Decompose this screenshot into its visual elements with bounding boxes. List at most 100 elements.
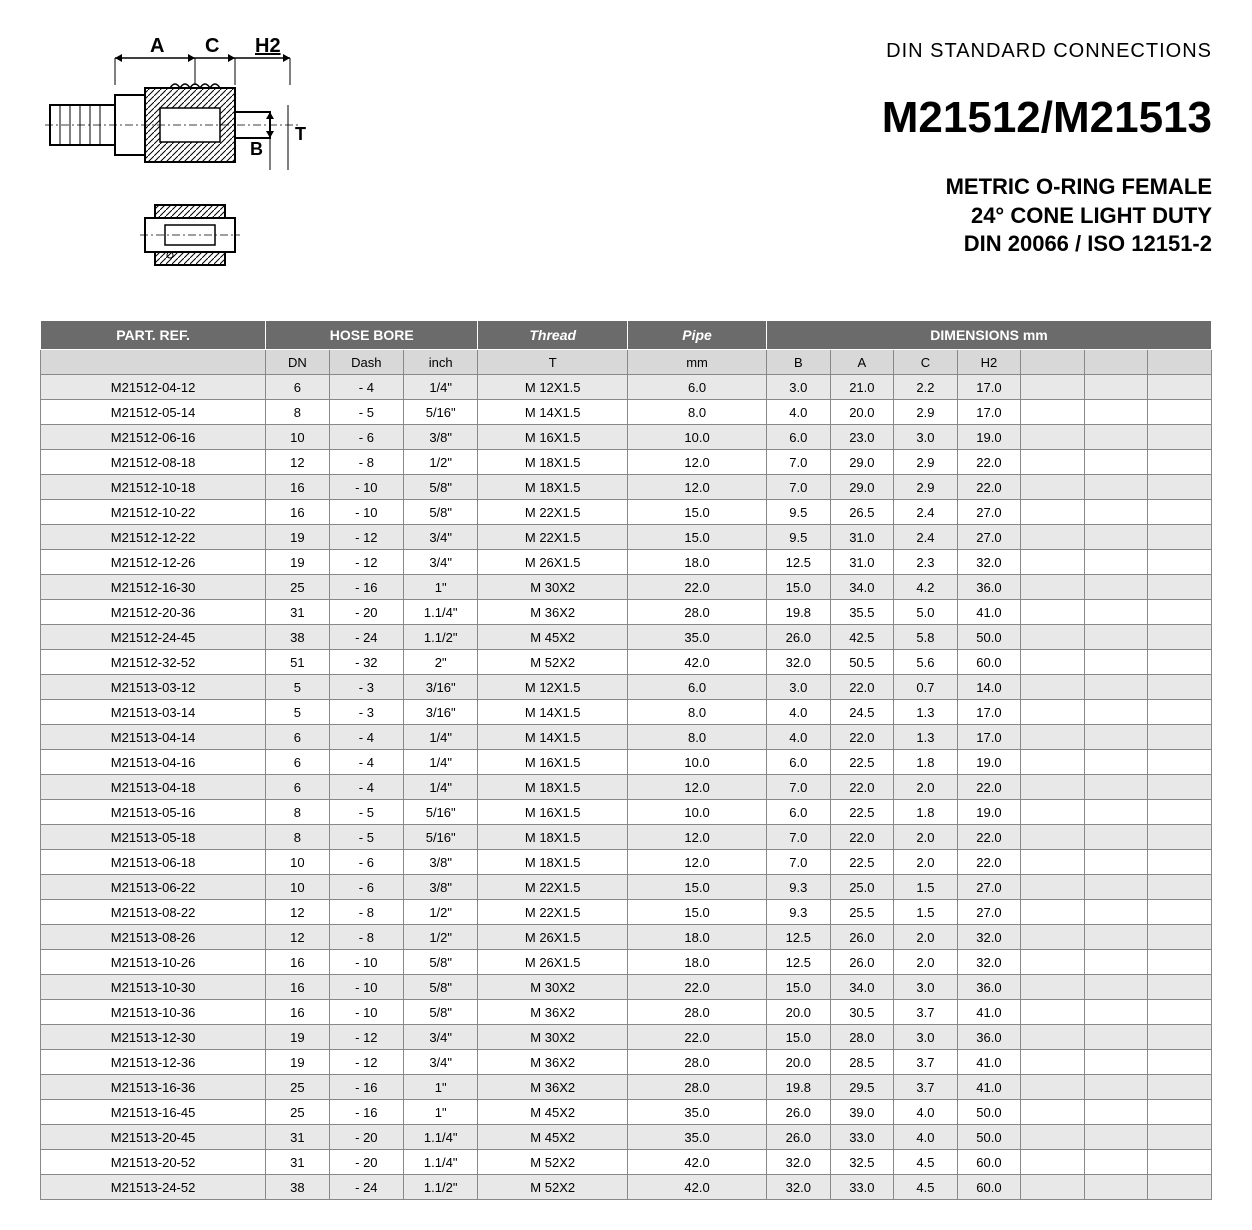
table-cell xyxy=(1084,900,1148,925)
table-cell: 2.9 xyxy=(894,450,958,475)
table-cell: 8 xyxy=(266,825,330,850)
table-cell: 3.0 xyxy=(767,675,831,700)
table-cell xyxy=(1084,425,1148,450)
table-cell: 2.0 xyxy=(894,950,958,975)
table-cell: 35.0 xyxy=(628,1100,767,1125)
table-cell: M21513-16-45 xyxy=(41,1100,266,1125)
table-cell: M21513-16-36 xyxy=(41,1075,266,1100)
table-cell: M 22X1.5 xyxy=(478,875,628,900)
table-cell: - 5 xyxy=(329,825,403,850)
table-cell: 12.0 xyxy=(628,450,767,475)
table-cell: 19.8 xyxy=(767,1075,831,1100)
table-row: M21513-06-1810- 63/8"M 18X1.512.07.022.5… xyxy=(41,850,1212,875)
table-cell: - 6 xyxy=(329,875,403,900)
table-cell: 5 xyxy=(266,700,330,725)
table-cell: 31 xyxy=(266,600,330,625)
table-cell: M21513-24-52 xyxy=(41,1175,266,1200)
table-cell: M21513-08-22 xyxy=(41,900,266,925)
table-cell: M 18X1.5 xyxy=(478,850,628,875)
dim-label-a: A xyxy=(150,35,164,57)
table-cell: 28.0 xyxy=(628,600,767,625)
table-cell: 3/4" xyxy=(404,550,478,575)
table-cell: - 10 xyxy=(329,500,403,525)
table-cell: 12.0 xyxy=(628,475,767,500)
table-row: M21512-10-1816- 105/8"M 18X1.512.07.029.… xyxy=(41,475,1212,500)
table-cell: 10.0 xyxy=(628,425,767,450)
table-cell xyxy=(1021,1100,1085,1125)
table-cell: M 36X2 xyxy=(478,1000,628,1025)
table-cell: - 5 xyxy=(329,400,403,425)
table-cell xyxy=(1084,400,1148,425)
table-row: M21513-12-3019- 123/4"M 30X222.015.028.0… xyxy=(41,1025,1212,1050)
table-cell xyxy=(1148,825,1212,850)
table-cell: - 24 xyxy=(329,625,403,650)
table-cell: 1/4" xyxy=(404,775,478,800)
table-cell xyxy=(1021,950,1085,975)
table-cell: 1" xyxy=(404,1075,478,1100)
table-cell: 2.4 xyxy=(894,500,958,525)
table-cell xyxy=(1021,850,1085,875)
table-cell: 1/4" xyxy=(404,375,478,400)
table-cell: 12.0 xyxy=(628,850,767,875)
table-cell: 5/8" xyxy=(404,950,478,975)
table-cell: 15.0 xyxy=(628,900,767,925)
table-cell: 1.5 xyxy=(894,875,958,900)
table-cell: 5/8" xyxy=(404,975,478,1000)
table-cell xyxy=(1021,1150,1085,1175)
table-cell: 36.0 xyxy=(957,1025,1021,1050)
table-cell: 28.5 xyxy=(830,1050,894,1075)
table-cell: 31 xyxy=(266,1150,330,1175)
table-cell: - 4 xyxy=(329,725,403,750)
table-cell: 14.0 xyxy=(957,675,1021,700)
table-row: M21513-10-3016- 105/8"M 30X222.015.034.0… xyxy=(41,975,1212,1000)
table-cell xyxy=(1021,1000,1085,1025)
table-cell xyxy=(1084,750,1148,775)
table-cell: M 18X1.5 xyxy=(478,825,628,850)
table-cell xyxy=(1148,925,1212,950)
table-cell xyxy=(1021,450,1085,475)
table-cell: 1/2" xyxy=(404,925,478,950)
table-cell: 33.0 xyxy=(830,1125,894,1150)
table-cell: 1.1/4" xyxy=(404,1150,478,1175)
table-cell: 3/16" xyxy=(404,675,478,700)
table-cell: 10 xyxy=(266,875,330,900)
table-cell: 29.5 xyxy=(830,1075,894,1100)
table-cell: 8.0 xyxy=(628,700,767,725)
table-cell xyxy=(1084,1125,1148,1150)
table-row: M21512-32-5251- 322"M 52X242.032.050.55.… xyxy=(41,650,1212,675)
table-cell: 5/16" xyxy=(404,800,478,825)
table-cell: M21513-10-26 xyxy=(41,950,266,975)
table-cell xyxy=(1148,550,1212,575)
table-cell: 25.0 xyxy=(830,875,894,900)
table-cell: M21512-16-30 xyxy=(41,575,266,600)
table-cell: 20.0 xyxy=(830,400,894,425)
table-cell: 19 xyxy=(266,1050,330,1075)
table-cell: 19.8 xyxy=(767,600,831,625)
table-cell xyxy=(1021,650,1085,675)
table-cell: 12.5 xyxy=(767,925,831,950)
sub-pipe: mm xyxy=(628,350,767,375)
table-cell: 2.0 xyxy=(894,775,958,800)
table-cell: 42.0 xyxy=(628,650,767,675)
table-row: M21513-05-188- 55/16"M 18X1.512.07.022.0… xyxy=(41,825,1212,850)
table-cell: 29.0 xyxy=(830,475,894,500)
table-cell: 5/8" xyxy=(404,475,478,500)
table-cell: 5.8 xyxy=(894,625,958,650)
table-cell: 9.3 xyxy=(767,900,831,925)
sub-dash: Dash xyxy=(329,350,403,375)
table-cell: 28.0 xyxy=(628,1050,767,1075)
table-cell: 16 xyxy=(266,950,330,975)
table-cell: M21513-12-30 xyxy=(41,1025,266,1050)
table-cell: 16 xyxy=(266,975,330,1000)
table-row: M21513-04-186- 41/4"M 18X1.512.07.022.02… xyxy=(41,775,1212,800)
table-cell xyxy=(1084,800,1148,825)
table-cell: M 52X2 xyxy=(478,1150,628,1175)
table-cell: M21512-20-36 xyxy=(41,600,266,625)
table-cell: M21513-05-18 xyxy=(41,825,266,850)
table-cell: 1/4" xyxy=(404,750,478,775)
table-cell xyxy=(1148,1025,1212,1050)
table-cell: 60.0 xyxy=(957,1175,1021,1200)
table-cell: - 32 xyxy=(329,650,403,675)
table-cell: 28.0 xyxy=(628,1000,767,1025)
table-cell: 4.5 xyxy=(894,1175,958,1200)
